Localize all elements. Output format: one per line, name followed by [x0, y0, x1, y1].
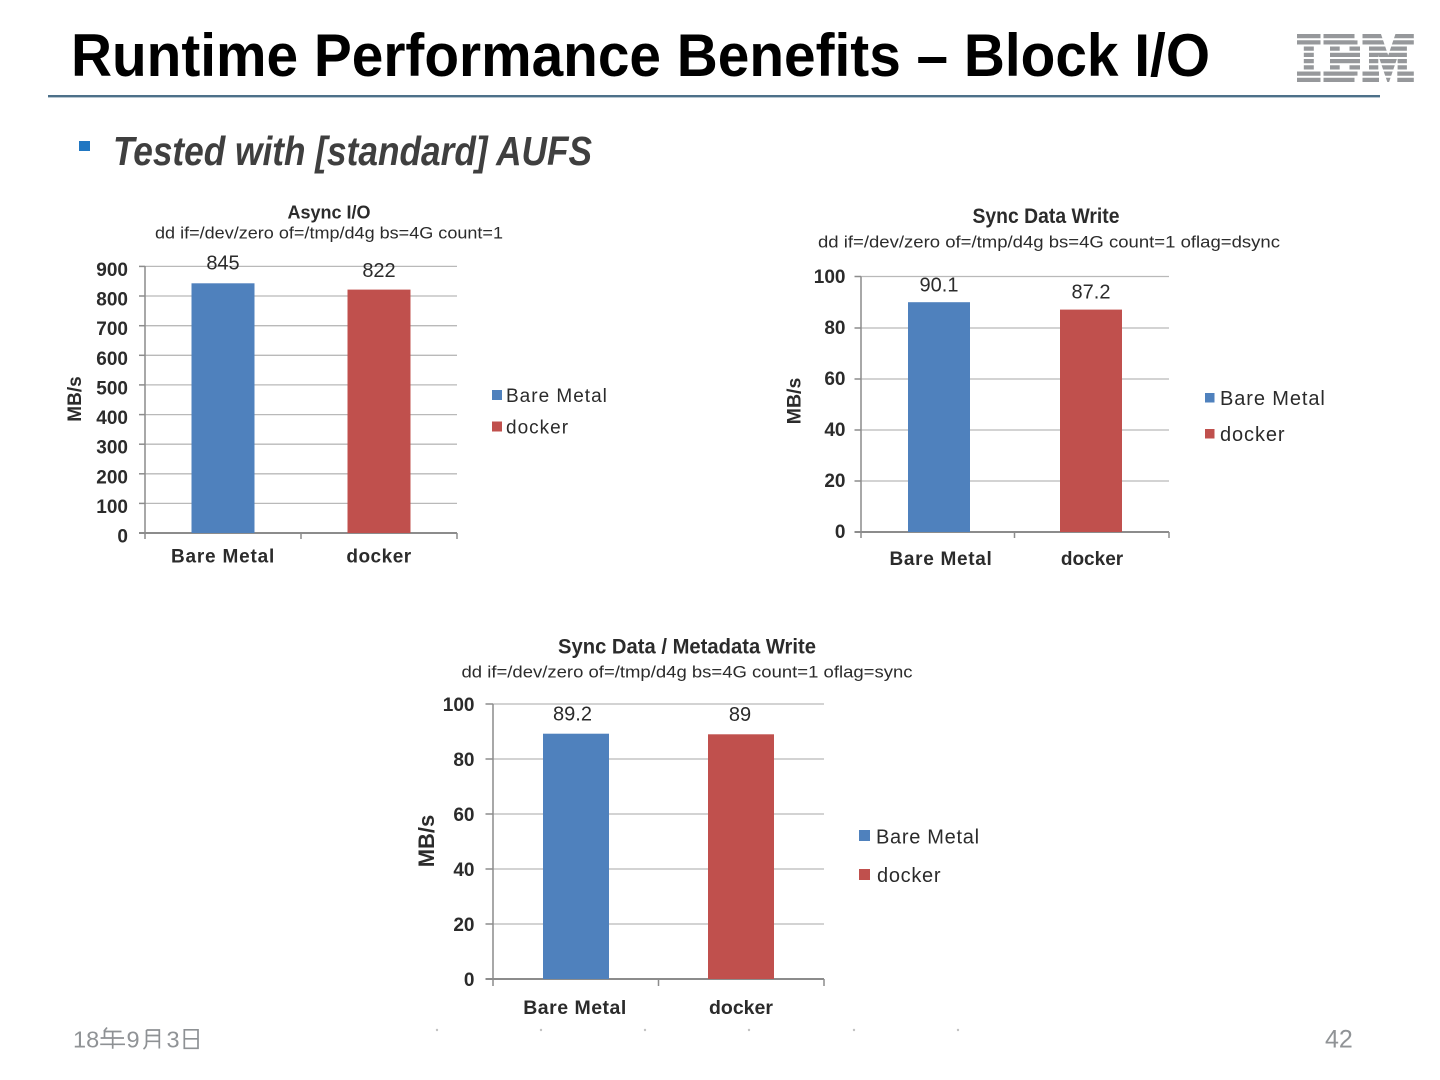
- svg-text:0: 0: [835, 522, 846, 543]
- svg-text:42: 42: [1325, 1026, 1353, 1054]
- svg-text:docker: docker: [709, 997, 773, 1019]
- svg-text:3: 3: [167, 1027, 180, 1053]
- svg-text:100: 100: [96, 497, 128, 518]
- svg-text:20: 20: [824, 471, 845, 492]
- svg-text:dd if=/dev/zero of=/tmp/d4g bs: dd if=/dev/zero of=/tmp/d4g bs=4G count=…: [155, 225, 503, 243]
- svg-text:MB/s: MB/s: [414, 815, 439, 868]
- svg-text:200: 200: [96, 467, 128, 488]
- svg-text:87.2: 87.2: [1072, 282, 1111, 304]
- svg-text:MB/s: MB/s: [65, 376, 86, 421]
- svg-text:700: 700: [96, 319, 128, 340]
- svg-text:Runtime Performance Benefits –: Runtime Performance Benefits – Block I/O: [71, 22, 1210, 89]
- svg-text:40: 40: [453, 860, 474, 881]
- svg-text:Async I/O: Async I/O: [287, 203, 370, 223]
- svg-text:Bare Metal: Bare Metal: [889, 549, 992, 570]
- svg-text:docker: docker: [1061, 549, 1124, 570]
- svg-text:89.2: 89.2: [553, 704, 592, 726]
- svg-text:100: 100: [443, 695, 475, 716]
- svg-text:90.1: 90.1: [920, 275, 959, 297]
- svg-text:300: 300: [96, 438, 128, 459]
- svg-text:40: 40: [824, 420, 845, 441]
- svg-text:Bare Metal: Bare Metal: [523, 997, 627, 1019]
- svg-text:800: 800: [96, 290, 128, 311]
- svg-text:80: 80: [453, 750, 474, 771]
- svg-text:89: 89: [729, 704, 751, 726]
- svg-text:Sync Data Write: Sync Data Write: [973, 205, 1120, 228]
- svg-text:100: 100: [814, 267, 846, 288]
- svg-text:500: 500: [96, 378, 128, 399]
- svg-text:Bare Metal: Bare Metal: [1220, 388, 1326, 410]
- svg-text:900: 900: [96, 260, 128, 281]
- svg-text:docker: docker: [877, 865, 941, 887]
- svg-text:60: 60: [453, 805, 474, 826]
- svg-text:Bare Metal: Bare Metal: [876, 827, 980, 849]
- svg-text:Bare Metal: Bare Metal: [171, 547, 275, 568]
- svg-text:Bare Metal: Bare Metal: [506, 386, 608, 407]
- svg-text:400: 400: [96, 408, 128, 429]
- svg-text:845: 845: [206, 253, 239, 275]
- svg-text:822: 822: [362, 260, 395, 282]
- svg-text:docker: docker: [1220, 424, 1285, 446]
- svg-text:60: 60: [824, 369, 845, 390]
- svg-text:dd if=/dev/zero of=/tmp/d4g bs: dd if=/dev/zero of=/tmp/d4g bs=4G count=…: [462, 663, 914, 682]
- svg-text:dd if=/dev/zero of=/tmp/d4g bs: dd if=/dev/zero of=/tmp/d4g bs=4G count=…: [818, 233, 1281, 252]
- svg-text:20: 20: [453, 915, 474, 936]
- svg-text:0: 0: [464, 970, 475, 991]
- svg-text:0: 0: [117, 527, 128, 548]
- svg-text:Tested with [standard] AUFS: Tested with [standard] AUFS: [113, 128, 592, 174]
- svg-text:600: 600: [96, 349, 128, 370]
- svg-text:Sync Data / Metadata Write: Sync Data / Metadata Write: [558, 635, 816, 659]
- svg-text:docker: docker: [346, 547, 411, 568]
- svg-text:docker: docker: [506, 418, 569, 439]
- svg-text:18: 18: [73, 1027, 99, 1053]
- svg-text:MB/s: MB/s: [784, 378, 806, 425]
- svg-text:9: 9: [127, 1027, 140, 1053]
- svg-text:80: 80: [824, 318, 845, 339]
